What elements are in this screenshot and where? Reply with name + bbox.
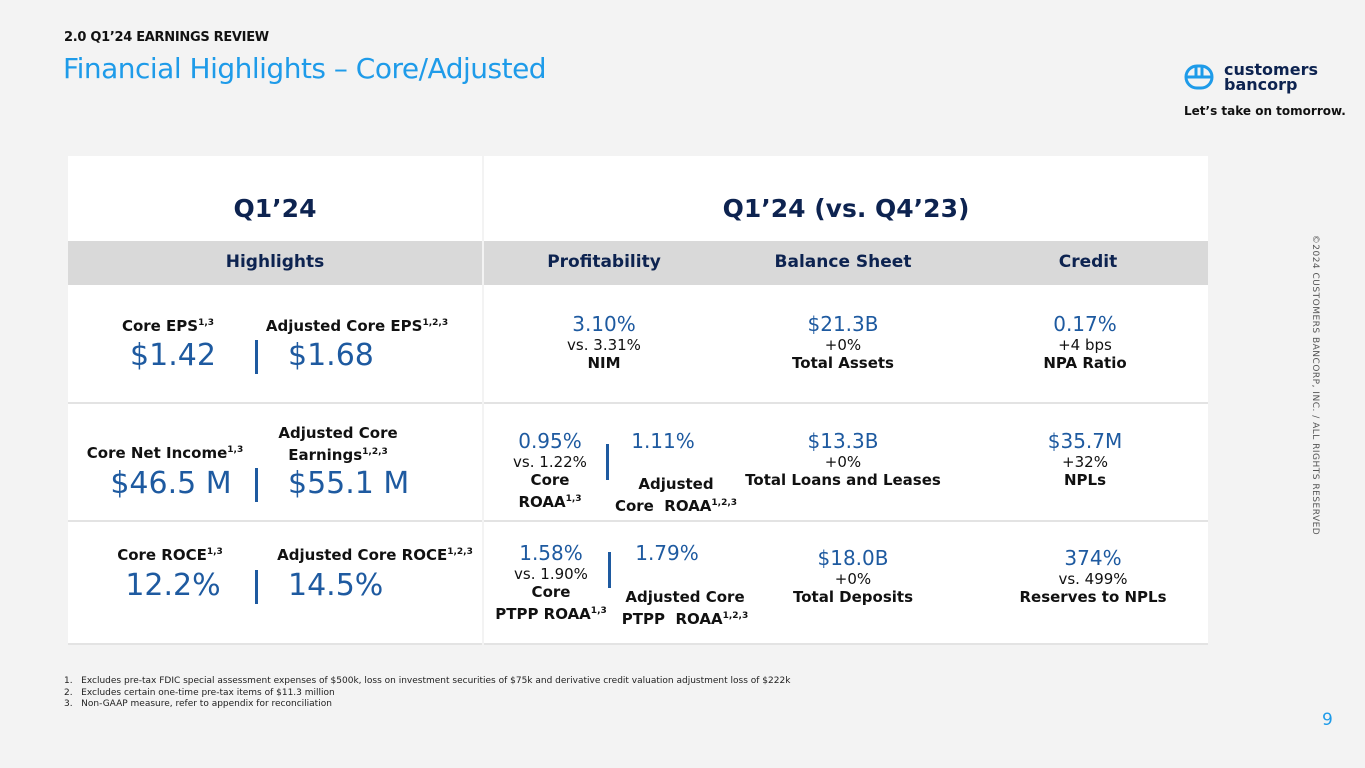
band-profitability: Profitability (547, 252, 661, 272)
nim-label: NIM (587, 354, 621, 372)
metric-label: Reserves to NPLs (1019, 588, 1167, 606)
left-panel (68, 156, 482, 645)
adjusted-core-roaa-label: Adjusted Core ROAA1,2,3 (614, 475, 738, 515)
tagline: Let’s take on tomorrow. (1184, 104, 1346, 118)
total-assets-metric: $21.3B +0% Total Assets (792, 312, 894, 373)
total-loans-metric: $13.3B +0% Total Loans and Leases (745, 429, 941, 490)
core-ptpp-roaa-compare: vs. 1.90% (514, 565, 588, 583)
npls-metric: $35.7M +32% NPLs (1048, 429, 1123, 490)
band-highlights: Highlights (225, 252, 325, 272)
core-ptpp-roaa-value: 1.58% (519, 541, 583, 565)
brand-name-2: bancorp (1224, 75, 1298, 94)
right-period-heading: Q1’24 (vs. Q4’23) (722, 194, 970, 223)
core-roaa-metric: 0.95% vs. 1.22% Core ROAA1,3 (513, 429, 587, 512)
page-title: Financial Highlights – Core/Adjusted (63, 52, 547, 85)
brand-name-1: customers (1224, 60, 1318, 79)
metric-compare: +4 bps (1058, 336, 1112, 354)
copyright: ©2024 CUSTOMERS BANCORP, INC. / ALL RIGH… (1310, 234, 1320, 536)
metric-value: $13.3B (807, 429, 879, 453)
divider (68, 402, 482, 404)
separator (255, 570, 258, 604)
adjusted-core-eps-value: $1.68 (288, 338, 374, 373)
adjusted-core-roaa-value: 1.11% (631, 429, 695, 453)
nim-compare: vs. 3.31% (567, 336, 641, 354)
divider (68, 643, 482, 645)
divider (68, 520, 482, 522)
reserves-to-npls-metric: 374% vs. 499% Reserves to NPLs (1019, 546, 1166, 607)
npa-ratio-metric: 0.17% +4 bps NPA Ratio (1043, 312, 1126, 373)
adjusted-core-ptpp-roaa-value: 1.79% (635, 541, 699, 565)
footnote: 3. Non-GAAP measure, refer to appendix f… (64, 699, 332, 709)
categories-band (484, 241, 1208, 285)
bancorp-logo-icon (1184, 64, 1214, 90)
metric-value: $18.0B (817, 546, 889, 570)
adjusted-core-earnings-label: Adjusted Core Earnings1,2,3 (278, 424, 398, 464)
metric-compare: +0% (824, 336, 862, 354)
nim-value: 3.10% (572, 312, 636, 336)
core-ptpp-roaa-label: Core PTPP ROAA1,3 (495, 583, 607, 623)
band-balance-sheet: Balance Sheet (774, 252, 912, 272)
highlights-band (68, 241, 482, 285)
adjusted-core-roce-value: 14.5% (288, 568, 384, 603)
nim-metric: 3.10% vs. 3.31% NIM (567, 312, 641, 373)
core-roaa-label: Core ROAA1,3 (518, 471, 582, 511)
section-kicker: 2.0 Q1’24 EARNINGS REVIEW (64, 30, 269, 45)
right-panel (484, 156, 1208, 645)
page-number: 9 (1322, 710, 1333, 730)
core-roaa-compare: vs. 1.22% (513, 453, 587, 471)
metric-label: Total Assets (792, 354, 894, 372)
metric-value: $35.7M (1047, 429, 1123, 453)
metric-compare: +32% (1062, 453, 1108, 471)
footnote: 1. Excludes pre-tax FDIC special assessm… (64, 676, 791, 686)
metric-value: 374% (1064, 546, 1122, 570)
metric-compare: +0% (834, 570, 872, 588)
core-eps-value: $1.42 (130, 338, 216, 373)
separator (255, 340, 258, 374)
divider (484, 402, 1208, 404)
metric-label: Total Loans and Leases (745, 471, 941, 489)
metric-label: Total Deposits (792, 588, 914, 606)
core-roaa-value: 0.95% (518, 429, 582, 453)
band-credit: Credit (1058, 252, 1118, 272)
core-ptpp-roaa-metric: 1.58% vs. 1.90% Core PTPP ROAA1,3 (495, 541, 607, 624)
separator (255, 468, 258, 502)
adjusted-core-ptpp-roaa-label: Adjusted Core PTPP ROAA1,2,3 (621, 588, 749, 628)
adjusted-core-eps-label: Adjusted Core EPS1,2,3 (265, 317, 449, 335)
divider (484, 520, 1208, 522)
metric-compare: vs. 499% (1058, 570, 1128, 588)
brand-logo: customers bancorp (1184, 60, 1318, 94)
left-period-heading: Q1’24 (233, 194, 317, 223)
footnote: 2. Excludes certain one-time pre-tax ite… (64, 687, 335, 698)
separator (606, 444, 609, 480)
core-net-income-value: $46.5 M (110, 466, 232, 501)
separator (608, 552, 611, 588)
metric-label: NPLs (1063, 471, 1107, 489)
divider (484, 643, 1208, 645)
total-deposits-metric: $18.0B +0% Total Deposits (793, 546, 913, 607)
adjusted-core-earnings-value: $55.1 M (288, 466, 410, 501)
core-roce-value: 12.2% (125, 568, 221, 603)
core-net-income-label: Core Net Income1,3 (86, 444, 244, 462)
metric-compare: +0% (824, 453, 862, 471)
core-roce-label: Core ROCE1,3 (117, 546, 223, 564)
metric-label: NPA Ratio (1043, 354, 1127, 372)
adjusted-core-roce-label: Adjusted Core ROCE1,2,3 (277, 546, 473, 564)
core-eps-label: Core EPS1,3 (121, 317, 215, 335)
metric-value: $21.3B (807, 312, 879, 336)
metric-value: 0.17% (1053, 312, 1117, 336)
footnotes: 1. Excludes pre-tax FDIC special assessm… (64, 676, 790, 711)
